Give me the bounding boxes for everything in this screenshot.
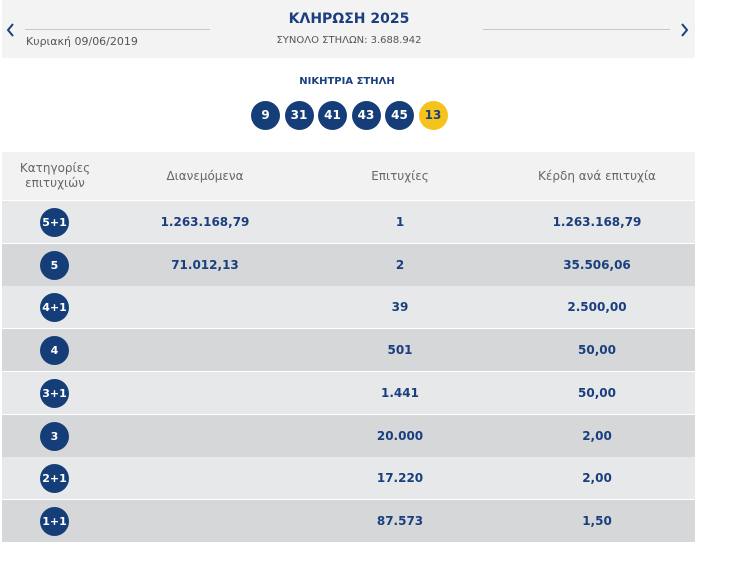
table-row: 4 501 50,00 xyxy=(2,329,695,372)
divider xyxy=(25,29,210,30)
column-header: Διανεμόμενα xyxy=(166,168,244,183)
category-badge: 5 xyxy=(40,250,69,280)
category-badge: 3 xyxy=(40,421,69,451)
winners-cell: 1.441 xyxy=(381,385,419,400)
table-row: 5 71.012,13 2 35.506,06 xyxy=(2,243,695,286)
distributed-cell: 71.012,13 xyxy=(171,257,239,272)
winning-label: ΝΙΚΗΤΡΙΑ ΣΤΗΛΗ xyxy=(299,76,395,87)
prize-cell: 50,00 xyxy=(578,385,616,400)
prize-cell: 1.263.168,79 xyxy=(552,215,642,229)
prev-arrow[interactable] xyxy=(5,22,17,38)
joker-ball: 13 xyxy=(418,101,448,130)
category-badge: 5+1 xyxy=(40,208,69,237)
number-ball: 45 xyxy=(385,101,414,130)
table-row: 1+1 87.573 1,50 xyxy=(2,499,695,542)
winners-cell: 87.573 xyxy=(376,513,424,528)
table-row: 3+1 1.441 50,00 xyxy=(2,371,695,414)
winners-cell: 39 xyxy=(391,300,409,315)
prize-cell: 2.500,00 xyxy=(567,300,627,315)
winners-cell: 501 xyxy=(387,343,413,358)
top-bar: Κυριακή 09/06/2019 ΚΛΗΡΩΣΗ 2025 ΣΥΝΟΛΟ Σ… xyxy=(2,0,695,58)
table-row: 5+1 1.263.168,79 1 1.263.168,79 xyxy=(2,201,695,243)
number-ball: 41 xyxy=(318,101,347,130)
prize-cell: 35.506,06 xyxy=(563,257,631,272)
column-header: Κέρδη ανά επιτυχία xyxy=(538,168,656,183)
category-badge: 4+1 xyxy=(40,293,69,323)
category-badge: 4 xyxy=(40,336,69,366)
divider xyxy=(483,29,670,30)
category-badge: 3+1 xyxy=(40,378,69,408)
prize-cell: 2,00 xyxy=(582,471,612,486)
number-ball: 9 xyxy=(251,101,280,130)
column-header: Επιτυχίες xyxy=(371,168,429,183)
draw-title: ΚΛΗΡΩΣΗ 2025 xyxy=(288,11,410,27)
total-columns: ΣΥΝΟΛΟ ΣΤΗΛΩΝ: 3.688.942 xyxy=(276,35,422,46)
draw-date: Κυριακή 09/06/2019 xyxy=(26,35,138,48)
table-row: 4+1 39 2.500,00 xyxy=(2,286,695,329)
number-ball: 43 xyxy=(351,101,381,130)
prize-cell: 2,00 xyxy=(582,428,612,443)
column-header: Κατηγορίες επιτυχιών xyxy=(19,161,91,190)
winners-cell: 2 xyxy=(395,257,405,272)
prize-cell: 50,00 xyxy=(578,343,616,358)
prize-cell: 1,50 xyxy=(582,513,612,528)
winners-cell: 1 xyxy=(395,215,405,229)
next-arrow[interactable] xyxy=(678,22,690,38)
winners-cell: 20.000 xyxy=(376,428,424,443)
table-header: Κατηγορίες επιτυχιών Διανεμόμενα Επιτυχίες… xyxy=(2,152,695,200)
winners-cell: 17.220 xyxy=(376,471,424,486)
table-row: 2+1 17.220 2,00 xyxy=(2,457,695,500)
distributed-cell: 1.263.168,79 xyxy=(160,215,250,229)
number-ball: 31 xyxy=(284,101,314,130)
table-row: 3 20.000 2,00 xyxy=(2,414,695,457)
category-badge: 2+1 xyxy=(40,464,69,494)
category-badge: 1+1 xyxy=(40,506,69,536)
